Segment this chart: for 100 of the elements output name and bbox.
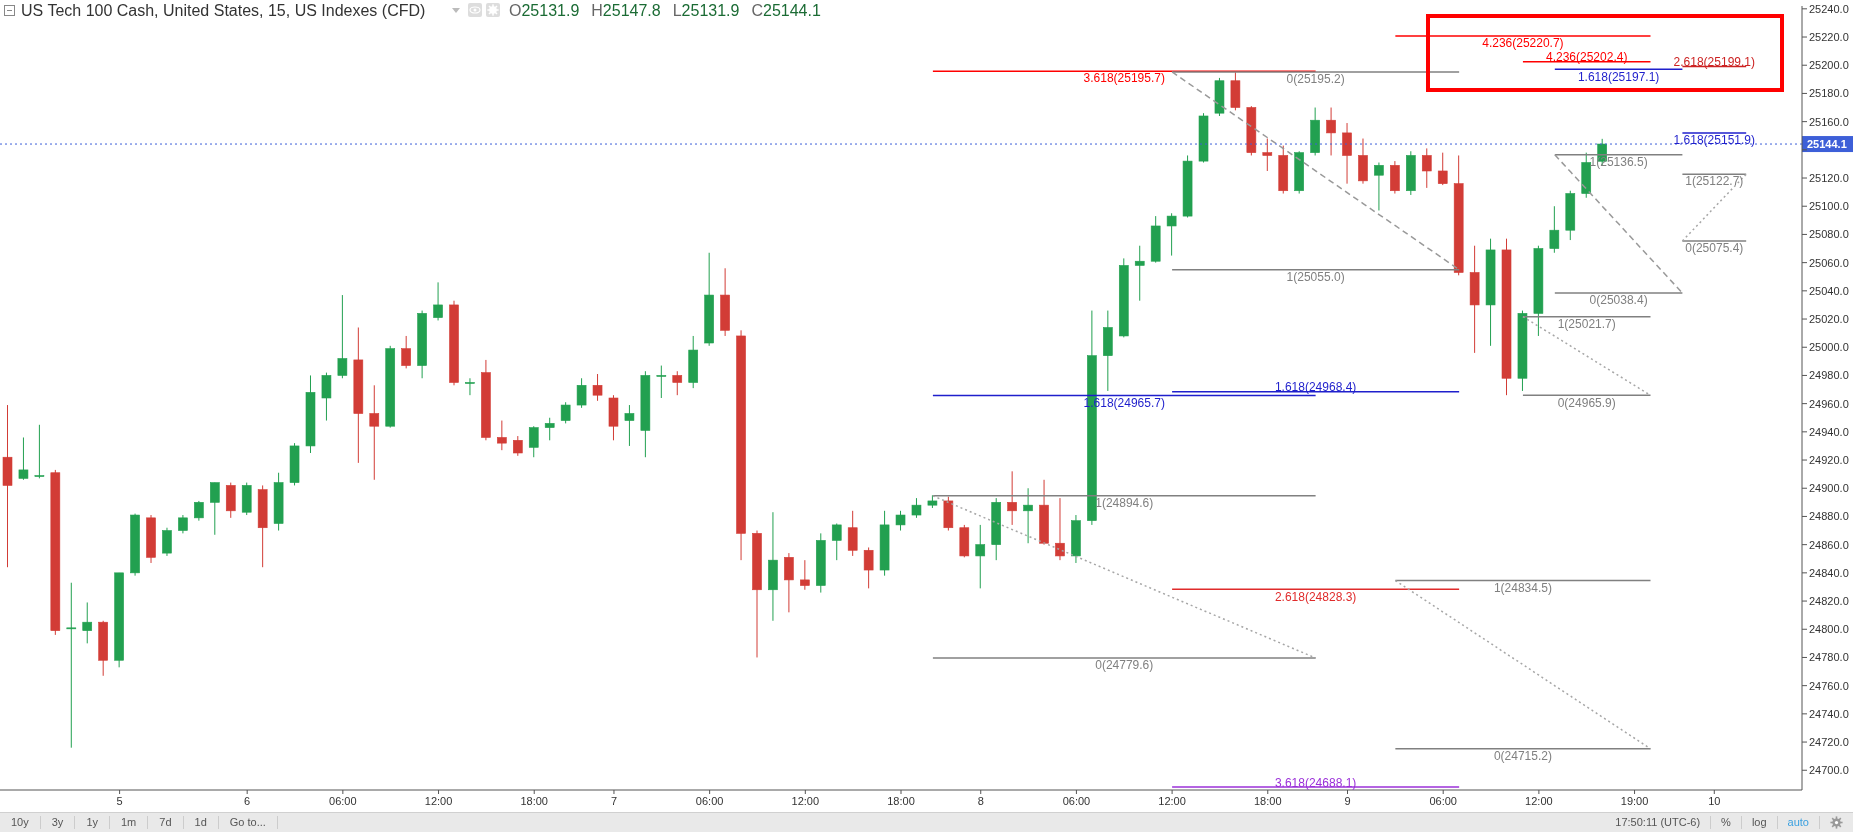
y-tick-label: 24720.0 [1809,735,1849,748]
text: auto [1777,816,1820,829]
y-tick-label: 25200.0 [1809,59,1849,72]
series-label: 1(24834.5) [1493,580,1552,595]
y-tick-label: 25120.0 [1809,171,1849,184]
y-tick-label: 24840.0 [1809,566,1849,579]
candlestick [1134,245,1145,302]
y-tick-label: 25100.0 [1809,200,1849,213]
line-series [1554,154,1684,294]
series-label: 1(25055.0) [1286,269,1345,284]
candlestick [544,417,555,441]
x-tick-label: 6 [244,795,251,807]
text: 1m [110,816,149,829]
candlestick [911,497,922,519]
series-label: 1(25122.7) [1685,174,1744,189]
x-tick-label: 18:00 [887,795,915,807]
x-tick-label: 18:00 [1254,795,1282,807]
candlestick [1262,138,1273,172]
text: Go to... [218,816,278,829]
chart-subtitle: O25131.9 H25147.8 L25131.9 C25144.1 [509,2,821,19]
series-label: 0(25195.2) [1286,72,1345,87]
series-label: 0(25075.4) [1685,241,1744,256]
candlestick [1421,147,1432,189]
y-tick-label: 24820.0 [1809,594,1849,607]
y-tick-label: 25240.0 [1809,2,1849,15]
candlestick [831,523,842,561]
series-label: 1.618(25197.1) [1577,69,1660,84]
candlestick [863,546,874,589]
y-tick-label: 25060.0 [1809,256,1849,269]
y-tick-label: 25180.0 [1809,87,1849,100]
candlestick [1342,122,1352,185]
y-tick-label: 24920.0 [1809,453,1849,466]
line-series [1681,173,1747,242]
x-tick-label: 8 [977,795,984,807]
series-label: 3.618(24688.1) [1274,775,1357,790]
x-tick-label: 18:00 [520,795,548,807]
y-tick-label: 25080.0 [1809,228,1849,241]
line-series [1171,71,1460,271]
candlestick [369,384,380,481]
y-tick-label: 25220.0 [1809,30,1849,43]
x-tick-label: 12:00 [1158,795,1186,807]
candlestick [178,514,188,534]
y-tick-label: 24700.0 [1809,764,1849,777]
series-label: 4.236(25202.4) [1546,50,1628,65]
y-tick-label: 24780.0 [1809,651,1849,664]
text: 7d [148,816,184,829]
series-label: 2.618(24828.3) [1274,589,1357,604]
candlestick [321,372,332,422]
text: 1d [183,816,219,829]
candlestick [34,424,45,479]
ref-line-label: 25144.1 [1807,138,1847,151]
candlestick [162,527,172,557]
candlestick [672,370,683,396]
text: % [1711,816,1742,829]
x-tick-label: 06:00 [695,795,724,807]
candlestick [1055,497,1065,561]
series-label: 0(24779.6) [1095,658,1154,673]
candlestick [433,281,443,321]
x-tick-label: 12:00 [424,795,453,807]
series-label: 1(25021.7) [1557,316,1616,331]
text: 3y [40,816,76,829]
candlestick [1549,205,1560,254]
candlestick [194,500,204,522]
candlestick [1166,212,1177,257]
series-label: 2.618(25199.1) [1673,54,1755,69]
candlestick [895,510,906,532]
y-tick-label: 24960.0 [1809,397,1849,410]
candlestick [1007,470,1017,526]
x-tick-label: 06:00 [1429,795,1457,807]
candlestick [497,420,507,451]
candlestick [1437,152,1448,186]
x-tick-label: 12:00 [791,795,820,807]
series-label: 4.236(25220.7) [1482,36,1564,51]
chart-title: US Tech 100 Cash, United States, 15, US Indexes (CFD) [21,1,426,21]
text: 1y [75,816,110,829]
series-label: 3.618(25195.7) [1083,71,1165,86]
candlestick [82,601,93,644]
candlestick [401,335,411,369]
y-tick-label: 25020.0 [1809,312,1849,325]
candlestick [210,482,220,536]
candlestick [847,510,858,557]
candlestick [1374,162,1384,211]
x-tick-label: 06:00 [1062,795,1091,807]
y-tick-label: 25000.0 [1809,341,1849,354]
text: 17:50:11 (UTC-6) [1605,816,1712,829]
candlestick [513,435,523,457]
candlestick [66,582,77,749]
series-label: 1.618(25151.9) [1673,133,1755,148]
x-tick-label: 06:00 [329,795,357,807]
x-tick-label: 19:00 [1620,795,1649,807]
text: 10y [0,816,41,829]
line-series [1394,579,1652,750]
candlestick [656,365,667,399]
candlestick [1023,487,1033,544]
candlestick [576,377,587,409]
y-tick-label: 24980.0 [1809,369,1849,382]
candlestick [592,373,603,402]
x-tick-label: 7 [610,795,618,807]
y-tick-label: 24900.0 [1809,482,1849,495]
y-tick-label: 25160.0 [1809,115,1849,128]
